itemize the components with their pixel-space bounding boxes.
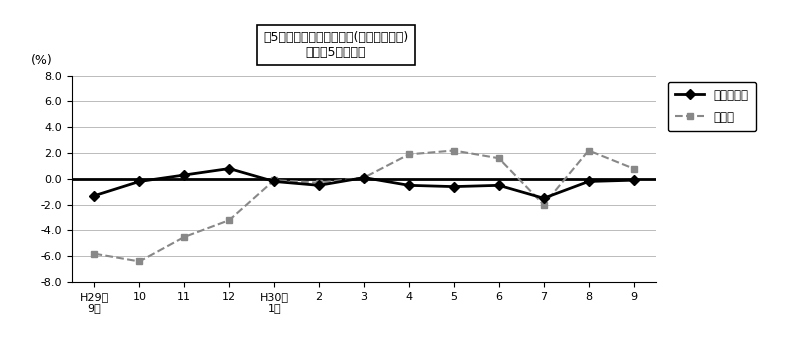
調査産業計 (359, 175, 369, 180)
調査産業計 (225, 166, 234, 171)
製造業 (90, 252, 99, 256)
Text: 囵5　常用労働者数の推移(対前年同月比)
－規横5人以上－: 囵5 常用労働者数の推移(対前年同月比) －規横5人以上－ (263, 31, 409, 59)
Line: 製造業: 製造業 (91, 147, 637, 265)
製造業 (629, 166, 638, 171)
製造業 (539, 203, 549, 207)
Text: (%): (%) (31, 54, 53, 67)
製造業 (584, 149, 594, 153)
調査産業計 (314, 183, 324, 187)
Legend: 調査産業計, 製造業: 調査産業計, 製造業 (668, 82, 756, 131)
製造業 (404, 152, 414, 157)
調査産業計 (404, 183, 414, 187)
製造業 (449, 149, 458, 153)
調査産業計 (90, 194, 99, 198)
調査産業計 (449, 185, 458, 189)
製造業 (314, 181, 324, 185)
調査産業計 (539, 196, 549, 200)
Line: 調査産業計: 調査産業計 (91, 165, 637, 202)
製造業 (134, 259, 144, 264)
製造業 (179, 235, 189, 239)
調査産業計 (134, 180, 144, 184)
調査産業計 (494, 183, 503, 187)
調査産業計 (179, 173, 189, 177)
製造業 (225, 218, 234, 222)
調査産業計 (629, 178, 638, 182)
調査産業計 (584, 180, 594, 184)
製造業 (494, 156, 503, 160)
調査産業計 (270, 180, 279, 184)
製造業 (270, 178, 279, 182)
製造業 (359, 175, 369, 180)
